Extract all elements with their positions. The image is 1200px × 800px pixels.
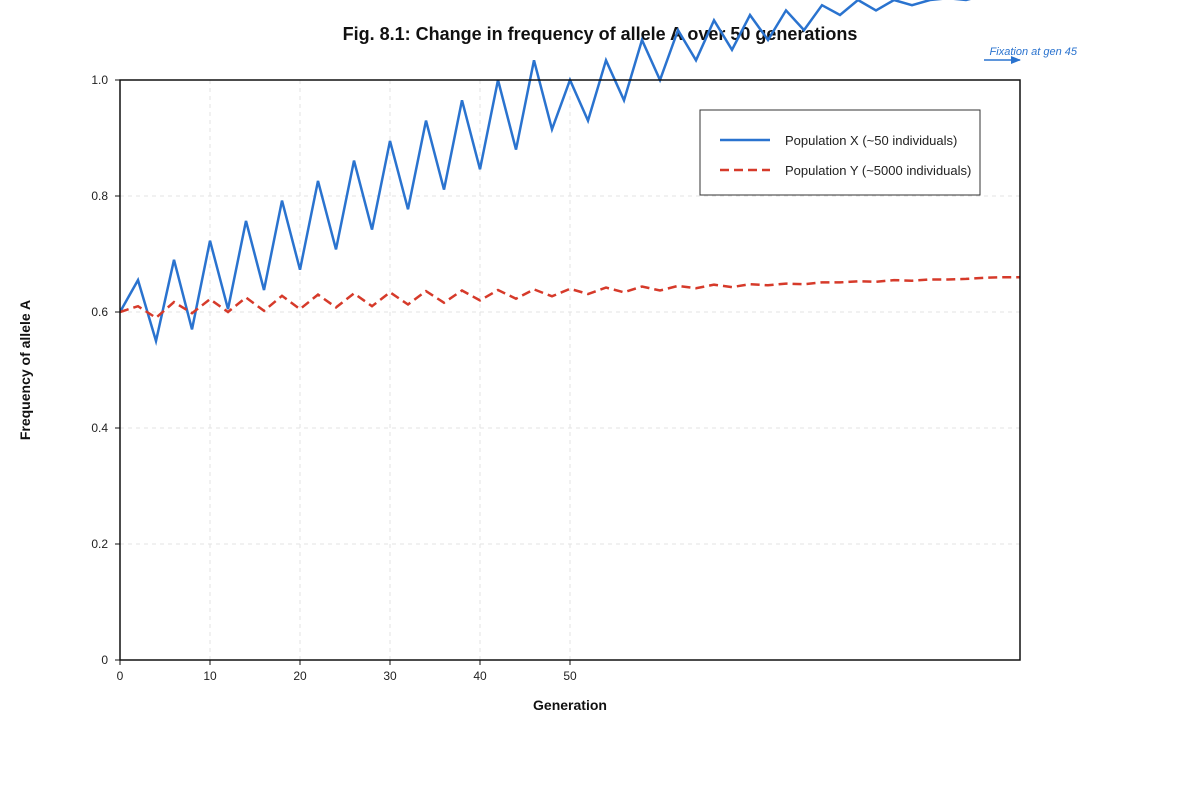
y-axis-title: Frequency of allele A bbox=[17, 300, 33, 440]
x-axis: 0 10 20 30 40 50 bbox=[117, 660, 577, 683]
chart-title: Fig. 8.1: Change in frequency of allele … bbox=[343, 24, 858, 44]
x-tick-label: 0 bbox=[117, 669, 124, 683]
y-tick-label: 0.6 bbox=[91, 305, 108, 319]
legend-box bbox=[699, 109, 981, 196]
x-axis-title: Generation bbox=[533, 697, 607, 713]
legend-label-population-x: Population X (~50 individuals) bbox=[785, 133, 957, 148]
x-tick-label: 50 bbox=[563, 669, 577, 683]
y-axis: 0 0.2 0.4 0.6 0.8 1.0 bbox=[91, 73, 120, 667]
fixation-annotation: Fixation at gen 45 bbox=[984, 46, 1078, 64]
x-tick-label: 40 bbox=[473, 669, 487, 683]
series-line-population-y bbox=[120, 275, 1020, 320]
legend-label-population-y: Population Y (~5000 individuals) bbox=[785, 163, 971, 178]
y-tick-label: 0.8 bbox=[91, 189, 108, 203]
y-tick-label: 0.4 bbox=[91, 421, 108, 435]
legend: Population X (~50 individuals) Populatio… bbox=[699, 109, 981, 196]
annotation-text: Fixation at gen 45 bbox=[990, 46, 1078, 58]
y-tick-label: 1.0 bbox=[91, 73, 108, 87]
x-tick-label: 20 bbox=[293, 669, 307, 683]
x-tick-label: 10 bbox=[203, 669, 217, 683]
y-tick-label: 0 bbox=[101, 653, 108, 667]
x-tick-label: 30 bbox=[383, 669, 397, 683]
y-tick-label: 0.2 bbox=[91, 537, 108, 551]
